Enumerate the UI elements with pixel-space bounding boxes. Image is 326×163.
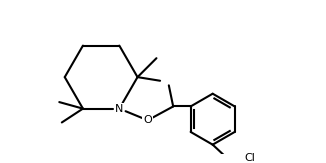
Text: N: N	[115, 104, 124, 114]
Text: Cl: Cl	[245, 153, 256, 163]
Text: O: O	[143, 115, 152, 125]
